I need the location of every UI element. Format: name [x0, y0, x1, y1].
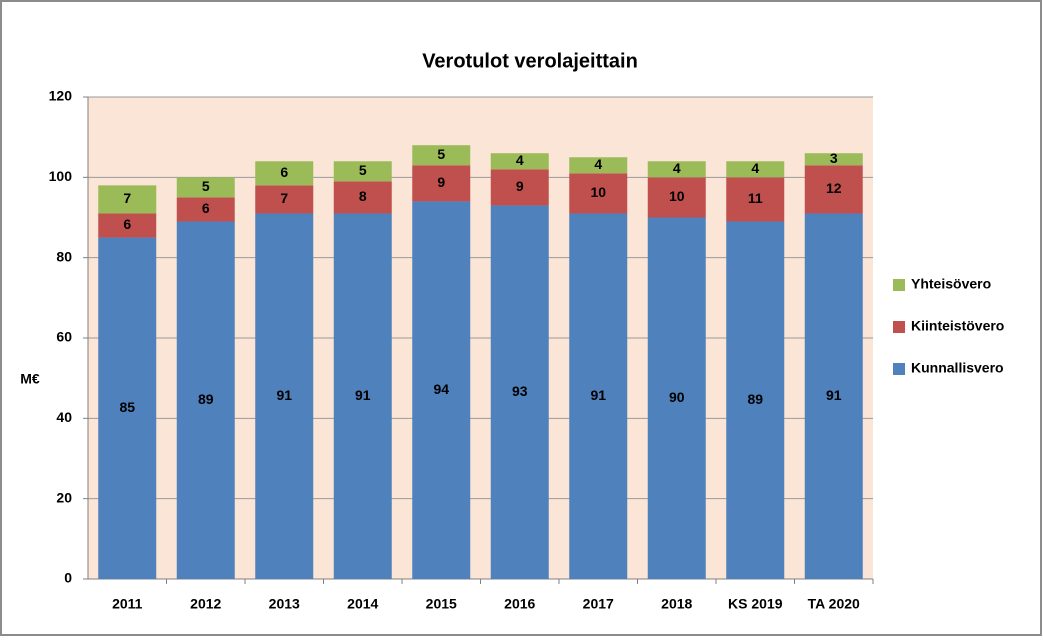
bar-segment	[647, 217, 706, 579]
bar-segment	[98, 237, 157, 580]
x-tick-label: 2012	[190, 596, 221, 612]
bar-segment	[569, 213, 628, 579]
bar-segment	[647, 161, 706, 178]
legend-label: Kiinteistövero	[911, 318, 1004, 334]
y-tick-label: 100	[49, 168, 73, 184]
data-label: 4	[751, 160, 759, 176]
y-tick-label: 120	[49, 88, 73, 104]
bar-segment	[255, 213, 314, 579]
x-tick-label: KS 2019	[728, 596, 783, 612]
bar-segment	[804, 165, 863, 214]
data-label: 5	[437, 146, 445, 162]
data-label: 91	[355, 387, 371, 403]
bar-segment	[804, 153, 863, 166]
data-label: 10	[669, 188, 685, 204]
bar-segment	[333, 161, 392, 182]
x-tick-label: TA 2020	[808, 596, 860, 612]
data-label: 89	[747, 391, 763, 407]
bar-segment	[176, 221, 235, 579]
data-label: 11	[748, 190, 763, 206]
data-label: 91	[590, 387, 606, 403]
bar-segment	[647, 177, 706, 218]
bar-segment	[726, 177, 785, 222]
x-tick-label: 2013	[269, 596, 300, 612]
bar-segment	[412, 145, 471, 166]
bar-segment	[490, 205, 549, 579]
bar-segment	[333, 181, 392, 214]
x-tick-label: 2015	[426, 596, 457, 612]
y-tick-label: 20	[56, 489, 72, 505]
data-label: 5	[202, 178, 210, 194]
data-label: 3	[830, 150, 838, 166]
bar-segment	[569, 173, 628, 214]
data-label: 4	[594, 156, 602, 172]
bar-segment	[726, 161, 785, 178]
bar-segment	[98, 213, 157, 238]
data-label: 8	[359, 188, 367, 204]
data-label: 91	[826, 387, 842, 403]
data-label: 4	[673, 160, 681, 176]
bar-segment	[490, 153, 549, 170]
bar-segment	[333, 213, 392, 579]
y-tick-label: 60	[56, 329, 72, 345]
data-label: 5	[359, 162, 367, 178]
data-label: 9	[516, 178, 524, 194]
x-tick-label: 2017	[583, 596, 614, 612]
data-label: 7	[280, 190, 288, 206]
x-tick-label: 2016	[504, 596, 535, 612]
x-tick-label: 2014	[347, 596, 378, 612]
bar-segment	[255, 185, 314, 214]
chart-title: Verotulot verolajeittain	[422, 50, 638, 72]
data-label: 89	[198, 391, 214, 407]
x-tick-label: 2011	[112, 596, 143, 612]
bar-segment	[412, 165, 471, 202]
data-label: 94	[433, 381, 449, 397]
data-label: 90	[669, 389, 685, 405]
bar-segment	[98, 185, 157, 214]
data-label: 93	[512, 383, 528, 399]
x-tick-label: 2018	[661, 596, 692, 612]
y-tick-label: 0	[64, 570, 72, 586]
data-label: 6	[202, 200, 210, 216]
y-tick-label: 40	[56, 409, 72, 425]
bar-segment	[255, 161, 314, 186]
bar-segment	[176, 197, 235, 222]
data-label: 10	[590, 184, 606, 200]
bar-segment	[804, 213, 863, 579]
data-label: 4	[516, 152, 524, 168]
data-label: 9	[437, 174, 445, 190]
data-label: 6	[123, 216, 131, 232]
y-tick-label: 80	[56, 248, 72, 264]
legend-label: Kunnallisvero	[911, 360, 1004, 376]
bar-segment	[176, 177, 235, 198]
data-label: 12	[826, 180, 842, 196]
data-label: 6	[280, 164, 288, 180]
legend-swatch	[893, 279, 905, 291]
y-axis-label: M€	[20, 371, 40, 387]
bar-segment	[726, 221, 785, 579]
legend-swatch	[893, 363, 905, 375]
data-label: 91	[276, 387, 292, 403]
bar-segment	[569, 157, 628, 174]
bar-segment	[412, 201, 471, 579]
data-label: 7	[123, 190, 131, 206]
legend-swatch	[893, 321, 905, 333]
legend-label: Yhteisövero	[911, 276, 991, 292]
data-label: 85	[119, 399, 135, 415]
bar-segment	[490, 169, 549, 206]
